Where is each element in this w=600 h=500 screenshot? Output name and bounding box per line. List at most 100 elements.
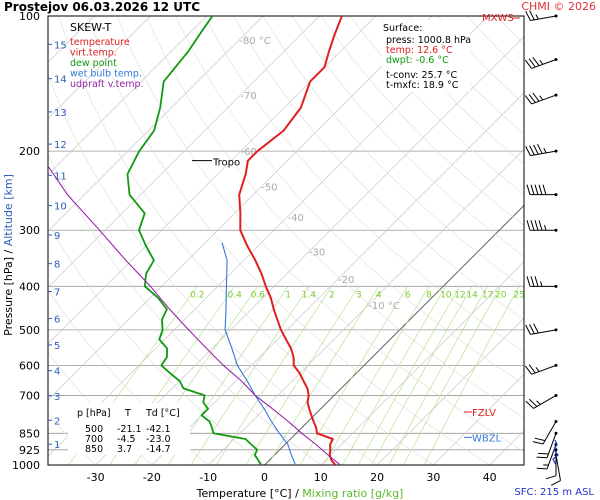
sfc-label: SFC: 215 m ASL: [514, 487, 594, 498]
wind-barb-flag: [530, 220, 535, 231]
wind-barb-flag: [529, 324, 535, 334]
isotherm-line: [264, 204, 524, 465]
mixing-ratio-line: [215, 286, 333, 465]
wind-barb-half: [543, 148, 547, 154]
ylabel-separator: /: [2, 246, 15, 257]
mixing-ratio-label: 4: [376, 290, 382, 300]
wind-barb: [536, 431, 558, 459]
x-tick-label: -20: [143, 471, 161, 484]
altitude-tick-label: 12: [54, 140, 67, 151]
wind-barb: [525, 10, 558, 21]
level-table-header: T: [124, 408, 131, 419]
dry-adiabat: [48, 413, 96, 465]
mixing-ratio-label: 1.4: [302, 290, 317, 300]
wind-barb-flag: [542, 184, 547, 195]
wind-barb-flag: [525, 146, 531, 156]
wind-barb-base: [554, 228, 558, 232]
wind-barb-flag: [524, 95, 533, 105]
wind-barb: [525, 144, 558, 157]
wind-barb-flag: [538, 452, 549, 455]
wind-profile-line: [552, 439, 559, 466]
tropo-label: Tropo: [212, 158, 240, 169]
isotherm-line: [48, 16, 320, 288]
xlabel-separator: /: [292, 487, 303, 500]
isotherm-label: -30: [309, 248, 325, 259]
wind-barb-half: [536, 400, 541, 405]
surface-press: press: 1000.8 hPa: [386, 35, 471, 46]
level-table-cell: -23.0: [146, 434, 171, 445]
level-table-cell: -14.7: [146, 444, 171, 455]
mixing-ratio-label: 0.6: [251, 290, 266, 300]
wind-barb-flag: [528, 364, 536, 374]
level-table-cell: 850: [85, 444, 103, 455]
legend-entry: virt.temp.: [70, 48, 117, 59]
pressure-tick-label: 400: [19, 280, 40, 293]
wind-barb-flag: [534, 437, 546, 442]
isotherm-label: -80 °C: [239, 36, 271, 47]
wind-barb-flag: [545, 475, 557, 480]
wind-barb-staff: [530, 150, 557, 157]
mixing-ratio-label: 25: [513, 290, 524, 300]
wind-barb-base: [554, 58, 558, 62]
wind-barb-half: [539, 95, 544, 101]
dry-adiabat: [58, 16, 434, 465]
wind-barb-staff: [531, 59, 557, 69]
series-wet-bulb-temp-: [221, 242, 297, 465]
legend-entry: dew point: [70, 58, 117, 69]
dry-adiabat: [262, 16, 524, 289]
wind-barb: [526, 220, 558, 232]
mixing-ratio-line: [342, 286, 447, 465]
altitude-tick-label: 11: [54, 171, 67, 182]
series-temperature: [238, 16, 343, 465]
wind-barb-flag: [530, 184, 535, 195]
wind-barb-staff: [531, 94, 557, 105]
wind-barb: [526, 184, 558, 197]
isotherm-line: [48, 16, 208, 176]
isotherm-line: [489, 430, 524, 465]
wind-barb-half: [544, 225, 547, 231]
wind-barb-staff: [533, 395, 557, 409]
mixing-ratio-line: [190, 286, 310, 465]
altitude-tick-label: 2: [54, 416, 60, 427]
dry-adiabat: [48, 73, 378, 465]
altitude-tick-label: 3: [54, 392, 60, 403]
wind-barb-half: [540, 281, 543, 287]
pressure-tick-label: 500: [19, 324, 40, 337]
mixing-ratio-label: 20: [495, 290, 507, 300]
mixing-ratio-line: [323, 286, 430, 465]
wind-barb-staff: [555, 454, 561, 481]
x-tick-label: 30: [426, 471, 440, 484]
wind-barb-base: [554, 419, 558, 423]
wind-barb-flag: [533, 323, 539, 334]
isotherm-label: -10 °C: [368, 301, 400, 312]
wind-barb-flag: [528, 93, 536, 103]
header-credit: CHMI © 2026: [521, 0, 596, 13]
pressure-tick-label: 300: [19, 224, 40, 237]
wind-barb-flag: [536, 456, 548, 459]
mixing-ratio-line: [423, 286, 520, 465]
isotherm-line: [48, 16, 151, 119]
mixing-ratio-line: [388, 286, 488, 465]
wind-barb-flag: [532, 57, 540, 67]
level-table-cell: -21.1: [117, 424, 142, 435]
level-table-cell: -42.1: [146, 424, 171, 435]
header-title: Prostejov 06.03.2026 12 UTC: [4, 0, 201, 14]
level-table-header: Td [°C]: [145, 408, 180, 419]
dry-adiabat: [175, 16, 524, 385]
wind-barb-half: [539, 59, 544, 65]
isotherm-line: [546, 16, 600, 465]
x-tick-label: 0: [261, 471, 268, 484]
isotherm-label: -50: [261, 183, 277, 194]
legend-entry: udpraft v.temp.: [70, 79, 144, 90]
wind-barb-flag: [550, 480, 561, 486]
dry-adiabat: [555, 16, 600, 465]
altitude-tick-label: 4: [54, 367, 60, 378]
isotherm-line: [207, 148, 524, 465]
wind-barb: [536, 442, 558, 470]
wind-barb-flag: [534, 184, 539, 195]
wind-barb-flag: [529, 145, 535, 156]
pressure-tick-label: 100: [19, 10, 40, 23]
wind-barb-flag: [525, 10, 531, 21]
